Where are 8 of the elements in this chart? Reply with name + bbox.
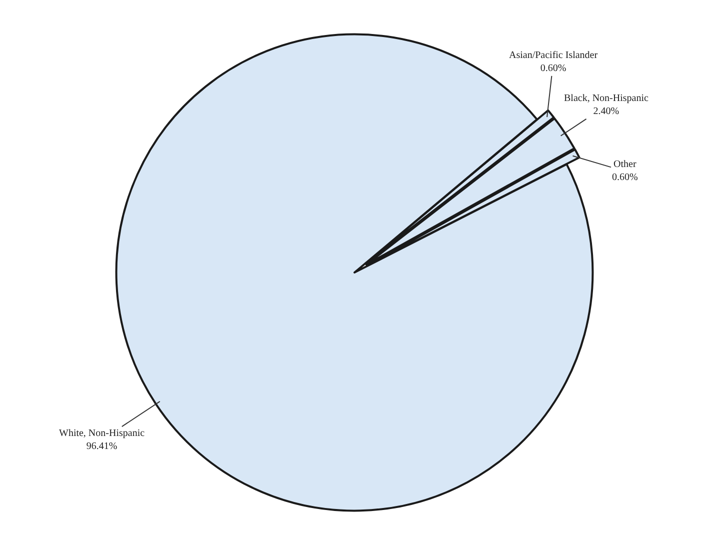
slice-label: Other (614, 159, 637, 170)
data-label: 0.60% (540, 63, 566, 74)
slice-label: Asian/Pacific Islander (509, 50, 598, 61)
slice-label: White, Non-Hispanic (59, 428, 146, 439)
data-label: 0.60% (612, 172, 638, 183)
slice-label: Black, Non-Hispanic (564, 93, 649, 104)
data-label: 2.40% (593, 106, 620, 117)
data-label: 96.41% (86, 441, 118, 452)
